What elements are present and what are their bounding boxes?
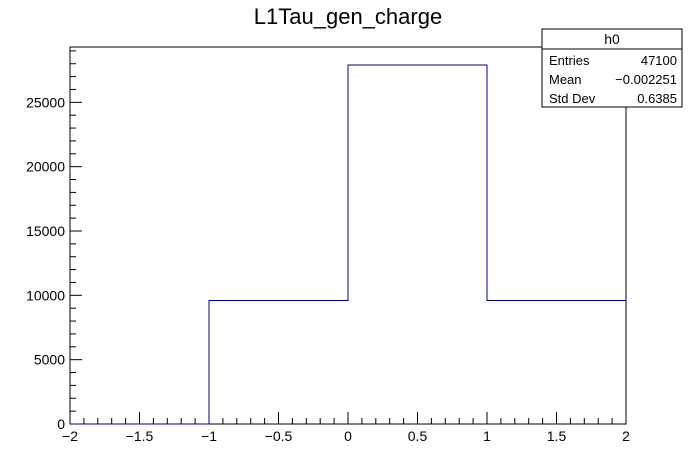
x-tick-label: −1 — [201, 428, 217, 444]
stats-row-value: 0.6385 — [637, 91, 677, 106]
stats-box-name: h0 — [604, 31, 620, 47]
x-tick-label: −2 — [62, 428, 78, 444]
y-tick-label: 0 — [57, 416, 65, 432]
y-tick-label: 15000 — [26, 223, 65, 239]
histogram-outline — [70, 64, 626, 425]
stats-box-frame — [541, 28, 683, 108]
histogram-bin — [348, 65, 487, 424]
y-tick-label: 10000 — [26, 287, 65, 303]
x-tick-label: 0.5 — [408, 428, 428, 444]
histogram-bin — [209, 300, 348, 424]
x-tick-label: 1.5 — [547, 428, 567, 444]
x-tick-label: 2 — [622, 428, 630, 444]
histogram-bin — [487, 300, 626, 424]
stats-row-value: −0.002251 — [615, 72, 677, 87]
stats-row-label: Std Dev — [549, 91, 596, 106]
histogram — [70, 64, 626, 425]
y-tick-label: 25000 — [26, 94, 65, 110]
x-tick-label: 0 — [344, 428, 352, 444]
stats-row-label: Entries — [549, 53, 590, 68]
x-tick-label: 1 — [483, 428, 491, 444]
y-tick-label: 5000 — [34, 352, 65, 368]
stats-box: h0 Entries 47100 Mean −0.002251 Std Dev 0.6385 — [541, 28, 683, 108]
x-tick-label: −0.5 — [265, 428, 293, 444]
stats-row-value: 47100 — [641, 53, 677, 68]
y-tick-label: 20000 — [26, 159, 65, 175]
x-tick-label: −1.5 — [126, 428, 154, 444]
stats-row-label: Mean — [549, 72, 582, 87]
axes: −2 −1.5 −1 −0.5 0 0.5 1 1.5 2 0 5000 10000 15000 2000… — [26, 46, 630, 444]
chart-title: L1Tau_gen_charge — [254, 4, 442, 29]
